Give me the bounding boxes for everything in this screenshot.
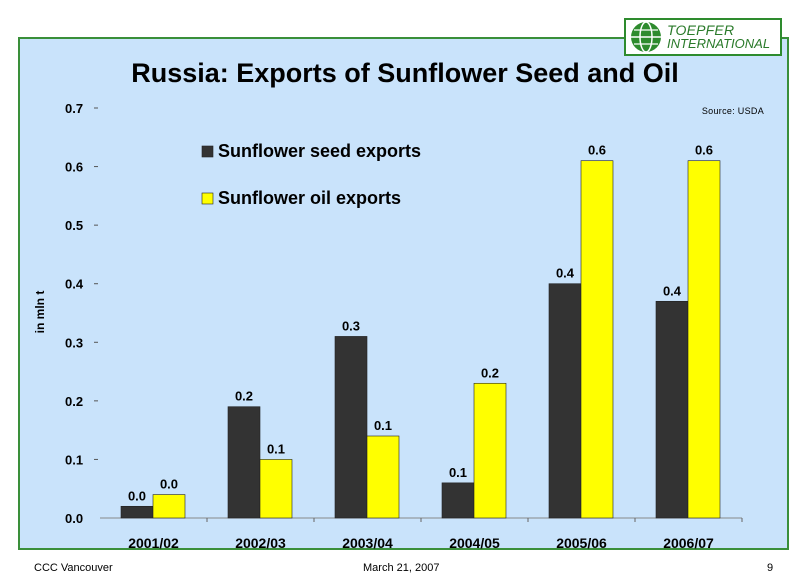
bar-seed-exports	[334, 336, 368, 519]
legend-label-seed: Sunflower seed exports	[218, 141, 421, 161]
legend-swatch-seed	[201, 145, 214, 158]
y-tick-label: 0.5	[65, 218, 83, 233]
y-tick-label: 0.2	[65, 394, 83, 409]
x-tick-label: 2002/03	[235, 535, 286, 551]
bar-seed-exports	[548, 283, 582, 519]
bar-seed-exports	[655, 300, 689, 519]
x-tick-label: 2003/04	[342, 535, 393, 551]
y-tick-label: 0.3	[65, 335, 83, 350]
x-tick-label: 2006/07	[663, 535, 714, 551]
x-tick-label: 2005/06	[556, 535, 607, 551]
bar-oil-exports	[473, 382, 507, 519]
data-label: 0.4	[556, 266, 575, 281]
y-tick-label: 0.1	[65, 452, 83, 467]
page-number: 9	[767, 562, 774, 574]
bar-seed-exports	[441, 482, 475, 519]
chart-title: Russia: Exports of Sunflower Seed and Oi…	[131, 58, 679, 88]
data-label: 0.0	[128, 488, 146, 503]
source-note: Source: USDA	[701, 106, 764, 116]
y-tick-label: 0.0	[65, 511, 83, 526]
data-label: 0.1	[374, 418, 392, 433]
legend-label-oil: Sunflower oil exports	[218, 188, 401, 208]
logo-text: TOEPFER INTERNATIONAL	[667, 23, 770, 51]
footer-event: CCC Vancouver	[34, 562, 113, 574]
y-axis-label: in mln t	[33, 291, 47, 334]
data-label: 0.6	[695, 143, 713, 158]
logo-line-1: TOEPFER	[667, 22, 735, 38]
data-label: 0.2	[481, 365, 499, 380]
y-tick-label: 0.6	[65, 160, 83, 175]
x-tick-label: 2001/02	[128, 535, 179, 551]
globe-icon	[631, 21, 661, 53]
data-label: 0.4	[663, 283, 682, 298]
bar-seed-exports	[120, 505, 154, 519]
bar-oil-exports	[687, 160, 721, 519]
bar-oil-exports	[366, 435, 400, 519]
company-logo: TOEPFER INTERNATIONAL	[624, 18, 782, 56]
data-label: 0.2	[235, 389, 253, 404]
bar-seed-exports	[227, 406, 261, 519]
footer-date: March 21, 2007	[363, 562, 440, 574]
bar-oil-exports	[580, 160, 614, 519]
data-label: 0.3	[342, 318, 360, 333]
bar-oil-exports	[259, 459, 293, 519]
data-label: 0.1	[449, 465, 467, 480]
data-label: 0.1	[267, 441, 285, 456]
bar-oil-exports	[152, 494, 186, 519]
logo-line-2: INTERNATIONAL	[667, 36, 771, 51]
data-label: 0.6	[588, 143, 606, 158]
legend-swatch-oil	[201, 192, 214, 205]
data-label: 0.0	[160, 477, 178, 492]
x-tick-label: 2004/05	[449, 535, 500, 551]
y-tick-label: 0.4	[65, 277, 84, 292]
y-tick-label: 0.7	[65, 101, 83, 116]
